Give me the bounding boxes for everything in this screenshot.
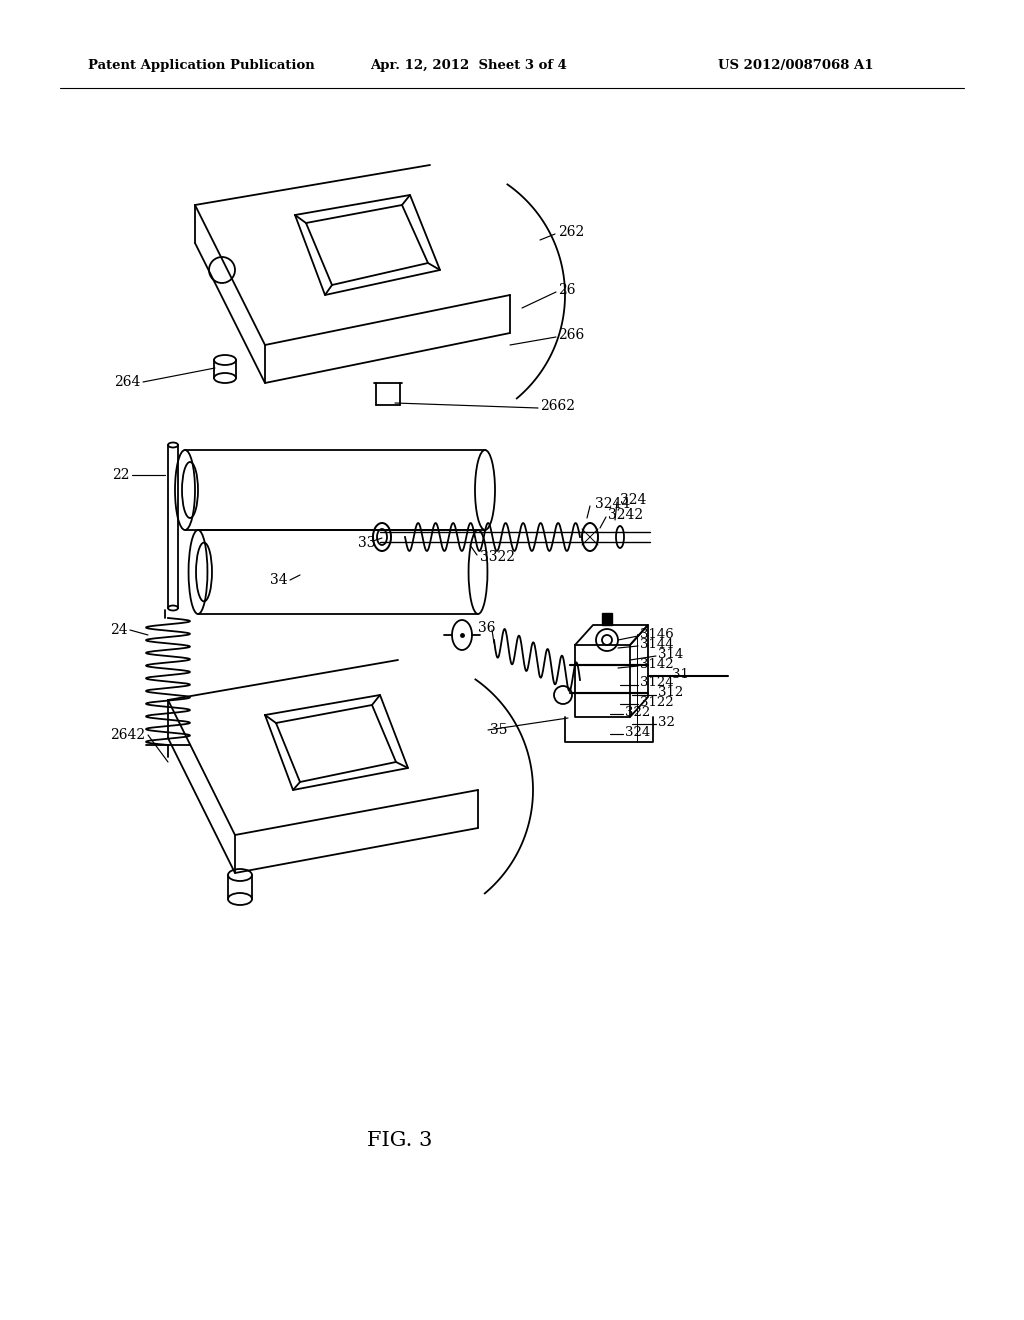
Text: 2642: 2642	[110, 729, 145, 742]
Text: 31: 31	[672, 668, 689, 681]
Text: US 2012/0087068 A1: US 2012/0087068 A1	[718, 58, 873, 71]
Text: 33: 33	[358, 536, 376, 550]
Text: 3122: 3122	[640, 696, 674, 709]
Text: 3242: 3242	[608, 508, 643, 521]
Text: 24: 24	[111, 623, 128, 638]
Text: 324: 324	[625, 726, 650, 738]
Text: 3146: 3146	[640, 627, 674, 640]
Text: 2662: 2662	[540, 399, 575, 413]
Text: 36: 36	[478, 620, 496, 635]
Text: 26: 26	[558, 282, 575, 297]
Bar	[602, 612, 612, 624]
Text: 262: 262	[558, 224, 585, 239]
Text: 32: 32	[658, 715, 675, 729]
Text: 266: 266	[558, 327, 585, 342]
Text: 3142: 3142	[640, 657, 674, 671]
Text: 322: 322	[625, 705, 650, 718]
Text: 3144: 3144	[640, 638, 674, 651]
Text: FIG. 3: FIG. 3	[368, 1130, 433, 1150]
Text: Patent Application Publication: Patent Application Publication	[88, 58, 314, 71]
Text: 22: 22	[113, 469, 130, 482]
Text: 312: 312	[658, 686, 683, 700]
Text: 35: 35	[490, 723, 508, 737]
Text: 3124: 3124	[640, 676, 674, 689]
Text: 314: 314	[658, 648, 683, 660]
Text: 324: 324	[620, 492, 646, 507]
Text: 264: 264	[114, 375, 140, 389]
Text: Apr. 12, 2012  Sheet 3 of 4: Apr. 12, 2012 Sheet 3 of 4	[370, 58, 567, 71]
Text: 3322: 3322	[480, 550, 515, 564]
Text: 34: 34	[270, 573, 288, 587]
Text: 3244: 3244	[595, 498, 630, 511]
